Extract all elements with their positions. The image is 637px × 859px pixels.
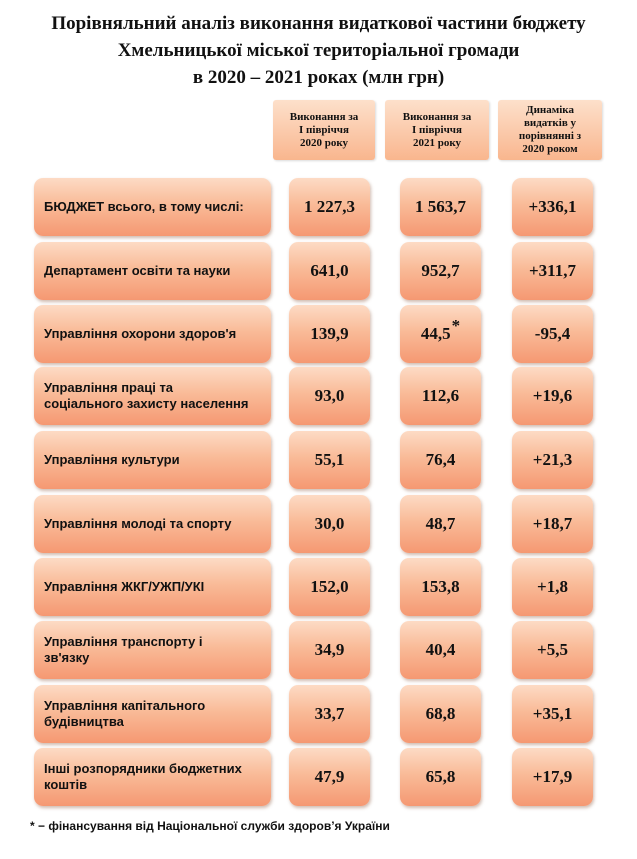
value-2021: 40,4 [400, 621, 481, 679]
value-2021: 44,5 * [400, 305, 481, 363]
row-label-text: БЮДЖЕТ всього, в тому числі: [44, 199, 244, 214]
value-dynamics: +19,6 [512, 367, 593, 425]
value-dynamics-text: +19,6 [532, 386, 573, 405]
row-label-text: Управління охорони здоров'я [44, 326, 237, 341]
footnote: * − фінансування від Національної служби… [30, 819, 390, 833]
header-2020-label: Виконання за І півріччя 2020 року [289, 110, 359, 149]
row-label: Управління ЖКГ/УЖП/УКІ [34, 558, 271, 616]
value-dynamics-text: +35,1 [532, 704, 573, 723]
row-label: Управління транспорту і зв'язку [34, 621, 271, 679]
value-dynamics: +17,9 [512, 748, 593, 806]
value-2021: 68,8 [400, 685, 481, 743]
row-label: Департамент освіти та науки [34, 242, 271, 300]
row-label: Управління охорони здоров'я [34, 305, 271, 363]
value-2020-text: 641,0 [310, 261, 349, 280]
title-line-2: Хмельницької міської територіальної гром… [117, 40, 520, 61]
value-dynamics: +1,8 [512, 558, 593, 616]
row-label-text: Управління праці та соціального захисту … [44, 380, 249, 411]
value-2020-text: 34,9 [314, 640, 345, 659]
value-dynamics: +35,1 [512, 685, 593, 743]
value-dynamics: -95,4 [512, 305, 593, 363]
value-2021-text: 1 563,7 [415, 197, 466, 216]
value-2020-text: 152,0 [310, 577, 349, 596]
value-dynamics: +311,7 [512, 242, 593, 300]
row-label-text: Департамент освіти та науки [44, 263, 231, 278]
row-label: Управління праці та соціального захисту … [34, 367, 271, 425]
row-label: Інші розпорядники бюджетних коштів [34, 748, 271, 806]
value-2021-text: 76,4 [425, 450, 456, 469]
value-dynamics: +336,1 [512, 178, 593, 236]
value-2020: 33,7 [289, 685, 370, 743]
value-2020-text: 47,9 [314, 767, 345, 786]
value-dynamics: +21,3 [512, 431, 593, 489]
value-2020: 139,9 [289, 305, 370, 363]
value-2021: 1 563,7 [400, 178, 481, 236]
row-label-text: Управління культури [44, 452, 180, 467]
row-label: Управління капітального будівництва [34, 685, 271, 743]
value-2021: 952,7 [400, 242, 481, 300]
row-label: Управління культури [34, 431, 271, 489]
value-2020-text: 93,0 [314, 386, 345, 405]
value-2021: 76,4 [400, 431, 481, 489]
row-label-text: Управління молоді та спорту [44, 516, 232, 531]
value-2021: 153,8 [400, 558, 481, 616]
value-2020: 34,9 [289, 621, 370, 679]
value-dynamics-text: +21,3 [532, 450, 573, 469]
value-2021: 65,8 [400, 748, 481, 806]
value-2020-text: 55,1 [314, 450, 345, 469]
value-2021-text: 112,6 [421, 386, 460, 405]
value-2020: 47,9 [289, 748, 370, 806]
value-2021-text: 153,8 [421, 577, 460, 596]
row-label-text: Інші розпорядники бюджетних коштів [44, 761, 242, 792]
value-dynamics: +5,5 [512, 621, 593, 679]
value-2021-text: 65,8 [425, 767, 456, 786]
row-label: Управління молоді та спорту [34, 495, 271, 553]
header-2020: Виконання за І півріччя 2020 року [273, 100, 375, 160]
value-2020: 93,0 [289, 367, 370, 425]
value-2021-text: 48,7 [425, 514, 456, 533]
row-label-text: Управління ЖКГ/УЖП/УКІ [44, 579, 205, 594]
value-dynamics-text: -95,4 [534, 324, 571, 343]
title-line-1: Порівняльний аналіз виконання видаткової… [51, 13, 586, 34]
header-dynamics-label: Динаміка видатків у порівнянні з 2020 ро… [518, 104, 582, 155]
value-2021-text: 68,8 [425, 704, 456, 723]
header-2021: Виконання за І півріччя 2021 року [385, 100, 489, 160]
value-2021: 48,7 [400, 495, 481, 553]
value-2021-text: 952,7 [421, 261, 460, 280]
header-dynamics: Динаміка видатків у порівнянні з 2020 ро… [498, 100, 602, 160]
value-2021: 112,6 [400, 367, 481, 425]
row-label: БЮДЖЕТ всього, в тому числі: [34, 178, 271, 236]
value-2020: 55,1 [289, 431, 370, 489]
value-dynamics: +18,7 [512, 495, 593, 553]
value-2020: 30,0 [289, 495, 370, 553]
value-dynamics-text: +1,8 [537, 577, 568, 596]
value-2020-text: 30,0 [314, 514, 345, 533]
value-dynamics-text: +336,1 [528, 197, 577, 216]
title-line-3: в 2020 – 2021 роках (млн грн) [192, 67, 445, 88]
value-2020-text: 33,7 [314, 704, 345, 723]
header-2021-label: Виконання за І півріччя 2021 року [402, 110, 472, 149]
value-dynamics-text: +18,7 [532, 514, 573, 533]
value-2020-text: 1 227,3 [304, 197, 355, 216]
value-dynamics-text: +311,7 [529, 261, 576, 280]
value-2021-text: 40,4 [425, 640, 456, 659]
value-2021-text: 44,5 [420, 324, 451, 343]
row-label-text: Управління транспорту і зв'язку [44, 634, 203, 665]
value-2020-text: 139,9 [310, 324, 349, 343]
value-2020: 641,0 [289, 242, 370, 300]
value-dynamics-text: +5,5 [537, 640, 568, 659]
footnote-marker: * [451, 316, 461, 335]
row-label-text: Управління капітального будівництва [44, 698, 206, 729]
value-2020: 1 227,3 [289, 178, 370, 236]
page-title: Порівняльний аналіз виконання видаткової… [20, 10, 617, 91]
value-dynamics-text: +17,9 [532, 767, 573, 786]
value-2020: 152,0 [289, 558, 370, 616]
